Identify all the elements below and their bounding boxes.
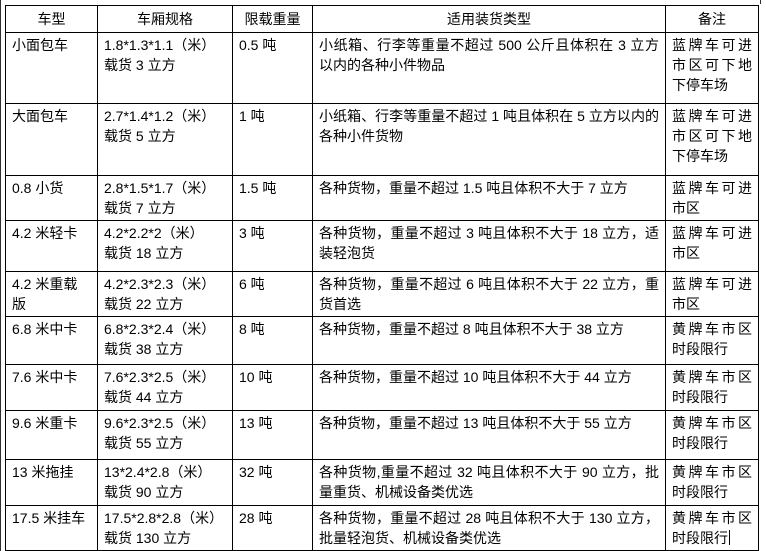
load-limit-cell[interactable]: 1.5 吨 (232, 175, 313, 221)
load-limit-cell[interactable]: 10 吨 (232, 364, 313, 411)
vehicle-type-cell[interactable]: 9.6 米重卡 (5, 410, 98, 460)
vehicle-type-cell[interactable]: 6.8 米中卡 (5, 316, 98, 365)
table-row: 4.2 米重载版 4.2*2.3*2.3（米） 载货 22 立方 6 吨 各种货… (5, 271, 759, 317)
table-row: 7.6 米中卡 7.6*2.3*2.5（米） 载货 44 立方 10 吨 各种货… (5, 364, 759, 411)
header-cargo-type[interactable]: 适用装货类型 (312, 5, 666, 33)
cargo-type-cell[interactable]: 各种货物，重量不超过 28 吨且体积不大于 130 立方，批量轻泡货、机械设备类… (312, 505, 666, 551)
header-label: 限载重量 (244, 11, 301, 27)
remark-cell[interactable]: 黄牌车市区时段限行 (665, 459, 759, 506)
crop-artifact-left-line (0, 0, 1, 551)
cargo-type-cell[interactable]: 各种货物，重量不超过 3 吨且体积不大于 18 立方，适装轻泡货 (312, 220, 666, 272)
text-cursor (729, 530, 730, 545)
box-spec-cell[interactable]: 7.6*2.3*2.5（米） 载货 44 立方 (97, 364, 233, 411)
table-row: 4.2 米轻卡 4.2*2.2*2（米） 载货 18 立方 3 吨 各种货物，重… (5, 220, 759, 272)
remark-cell[interactable]: 蓝牌车可进市区 (665, 271, 759, 317)
remark-cell[interactable]: 黄牌车市区时段限行 (665, 364, 759, 411)
box-spec-cell[interactable]: 4.2*2.2*2（米） 载货 18 立方 (97, 220, 233, 272)
remark-cell[interactable]: 黄牌车市区时段限行 (665, 410, 759, 460)
cargo-type-cell[interactable]: 各种货物，重量不超过 10 吨且体积不大于 44 立方 (312, 364, 666, 411)
load-limit-cell[interactable]: 32 吨 (232, 459, 313, 506)
box-spec-cell[interactable]: 9.6*2.3*2.5（米） 载货 55 立方 (97, 410, 233, 460)
remark-text: 黄牌车市区时段限行 (672, 510, 752, 546)
cargo-type-cell[interactable]: 各种货物，重量不超过 8 吨且体积不大于 38 立方 (312, 316, 666, 365)
cargo-type-cell[interactable]: 各种货物，重量不超过 1.5 吨且体积不大于 7 立方 (312, 175, 666, 221)
load-limit-cell[interactable]: 6 吨 (232, 271, 313, 317)
remark-cell[interactable]: 蓝牌车可进市区可下地下停车场 (665, 32, 759, 104)
box-spec-cell[interactable]: 17.5*2.8*2.8（米） 载货 130 立方 (97, 505, 233, 551)
crop-artifact-topright-mark (760, 0, 761, 4)
table-row: 6.8 米中卡 6.8*2.3*2.4（米） 载货 38 立方 8 吨 各种货物… (5, 316, 759, 365)
header-load-limit[interactable]: 限载重量 (232, 5, 313, 33)
table-row: 0.8 小货 2.8*1.5*1.7（米） 载货 7 立方 1.5 吨 各种货物… (5, 175, 759, 221)
table-row: 17.5 米挂车 17.5*2.8*2.8（米） 载货 130 立方 28 吨 … (5, 505, 759, 551)
box-spec-cell[interactable]: 13*2.4*2.8（米） 载货 90 立方 (97, 459, 233, 506)
box-spec-cell[interactable]: 2.7*1.4*1.2（米） 载货 5 立方 (97, 103, 233, 176)
header-box-spec[interactable]: 车厢规格 (97, 5, 233, 33)
vehicle-type-cell[interactable]: 4.2 米重载版 (5, 271, 98, 317)
box-spec-cell[interactable]: 6.8*2.3*2.4（米） 载货 38 立方 (97, 316, 233, 365)
vehicle-type-cell[interactable]: 7.6 米中卡 (5, 364, 98, 411)
vehicle-type-cell[interactable]: 0.8 小货 (5, 175, 98, 221)
header-label: 备注 (698, 11, 726, 27)
vehicle-type-cell[interactable]: 大面包车 (5, 103, 98, 176)
header-label: 车型 (37, 11, 66, 27)
header-row: 车型 车厢规格 限载重量 适用装货类型 备注 (5, 5, 759, 33)
box-spec-cell[interactable]: 4.2*2.3*2.3（米） 载货 22 立方 (97, 271, 233, 317)
remark-cell[interactable]: 黄牌车市区时段限行 (665, 505, 759, 551)
header-remark[interactable]: 备注 (665, 5, 759, 33)
box-spec-cell[interactable]: 2.8*1.5*1.7（米） 载货 7 立方 (97, 175, 233, 221)
vehicle-type-cell[interactable]: 17.5 米挂车 (5, 505, 98, 551)
load-limit-cell[interactable]: 1 吨 (232, 103, 313, 176)
table-row: 13 米拖挂 13*2.4*2.8（米） 载货 90 立方 32 吨 各种货物,… (5, 459, 759, 506)
vehicle-type-cell[interactable]: 13 米拖挂 (5, 459, 98, 506)
table-row: 9.6 米重卡 9.6*2.3*2.5（米） 载货 55 立方 13 吨 各种货… (5, 410, 759, 460)
header-label: 适用装货类型 (447, 11, 531, 27)
vehicle-type-cell[interactable]: 小面包车 (5, 32, 98, 104)
remark-cell[interactable]: 黄牌车市区时段限行 (665, 316, 759, 365)
header-vehicle-type[interactable]: 车型 (5, 5, 98, 33)
remark-cell[interactable]: 蓝牌车可进市区 (665, 175, 759, 221)
table-row: 小面包车 1.8*1.3*1.1（米） 载货 3 立方 0.5 吨 小纸箱、行李… (5, 32, 759, 104)
remark-cell[interactable]: 蓝牌车可进市区 (665, 220, 759, 272)
table-row: 大面包车 2.7*1.4*1.2（米） 载货 5 立方 1 吨 小纸箱、行李等重… (5, 103, 759, 176)
cargo-type-cell[interactable]: 小纸箱、行李等重量不超过 1 吨且体积在 5 立方以内的各种小件货物 (312, 103, 666, 176)
load-limit-cell[interactable]: 3 吨 (232, 220, 313, 272)
load-limit-cell[interactable]: 8 吨 (232, 316, 313, 365)
cargo-type-cell[interactable]: 小纸箱、行李等重量不超过 500 公斤且体积在 3 立方以内的各种小件物品 (312, 32, 666, 104)
load-limit-cell[interactable]: 28 吨 (232, 505, 313, 551)
cargo-type-cell[interactable]: 各种货物，重量不超过 13 吨且体积不大于 55 立方 (312, 410, 666, 460)
vehicle-type-cell[interactable]: 4.2 米轻卡 (5, 220, 98, 272)
cargo-type-cell[interactable]: 各种货物,重量不超过 32 吨且体积不大于 90 立方，批量重货、机械设备类优选 (312, 459, 666, 506)
load-limit-cell[interactable]: 0.5 吨 (232, 32, 313, 104)
remark-cell[interactable]: 蓝牌车可进市区可下地下停车场 (665, 103, 759, 176)
header-label: 车厢规格 (137, 11, 193, 27)
box-spec-cell[interactable]: 1.8*1.3*1.1（米） 载货 3 立方 (97, 32, 233, 104)
vehicle-spec-table: 车型 车厢规格 限载重量 适用装货类型 备注 小面包车 1.8*1.3*1.1（… (5, 5, 759, 551)
load-limit-cell[interactable]: 13 吨 (232, 410, 313, 460)
cargo-type-cell[interactable]: 各种货物，重量不超过 6 吨且体积不大于 22 立方，重货首选 (312, 271, 666, 317)
